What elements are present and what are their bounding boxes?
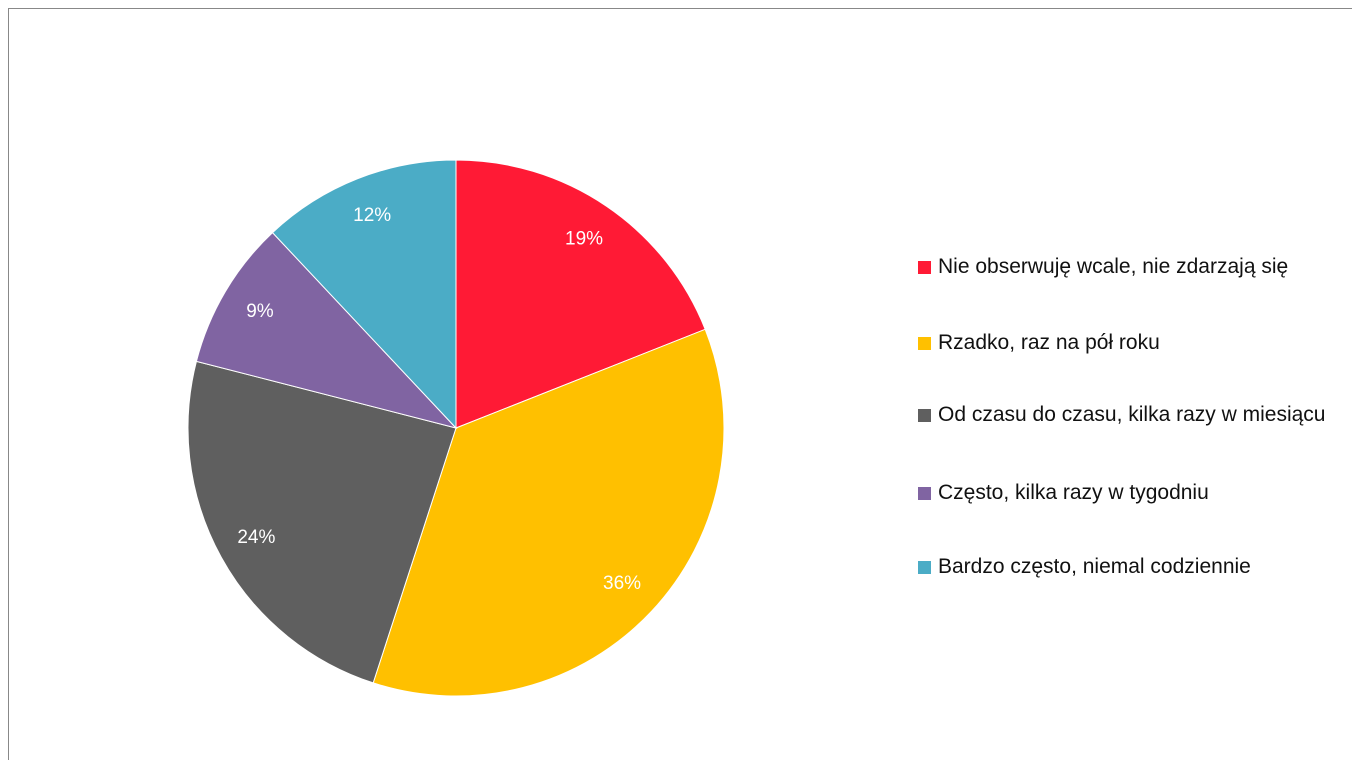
pie-slice bbox=[271, 159, 457, 430]
legend-label: Często, kilka razy w tygodniu bbox=[938, 481, 1209, 504]
legend-entry: Nie obserwuję wcale, nie zdarzają się bbox=[918, 254, 1338, 280]
pie-slice bbox=[187, 360, 457, 684]
legend-swatch bbox=[918, 337, 931, 350]
legend-entry: Od czasu do czasu, kilka razy w miesiącu bbox=[918, 402, 1338, 428]
slice-label: 24% bbox=[237, 527, 275, 548]
frame bbox=[8, 8, 1352, 760]
legend-swatch bbox=[918, 409, 931, 422]
pie-slice bbox=[372, 328, 725, 697]
slice-label: 19% bbox=[565, 229, 603, 250]
legend-swatch bbox=[918, 487, 931, 500]
legend-label: Rzadko, raz na pół roku bbox=[938, 331, 1160, 354]
legend-entry: Często, kilka razy w tygodniu bbox=[918, 480, 1338, 506]
pie-slice bbox=[195, 231, 458, 429]
legend-label: Nie obserwuję wcale, nie zdarzają się bbox=[938, 255, 1289, 278]
legend-label: Bardzo często, niemal codziennie bbox=[938, 555, 1251, 578]
legend-label: Od czasu do czasu, kilka razy w miesiącu bbox=[938, 403, 1326, 426]
legend-swatch bbox=[918, 561, 931, 574]
legend-entry: Rzadko, raz na pół roku bbox=[918, 330, 1338, 356]
legend-entry: Bardzo często, niemal codziennie bbox=[918, 554, 1338, 580]
slice-label: 9% bbox=[246, 301, 274, 322]
legend-swatch bbox=[918, 261, 931, 274]
slice-label: 36% bbox=[603, 573, 641, 594]
slice-label: 12% bbox=[353, 205, 391, 226]
pie-slice bbox=[455, 159, 706, 429]
